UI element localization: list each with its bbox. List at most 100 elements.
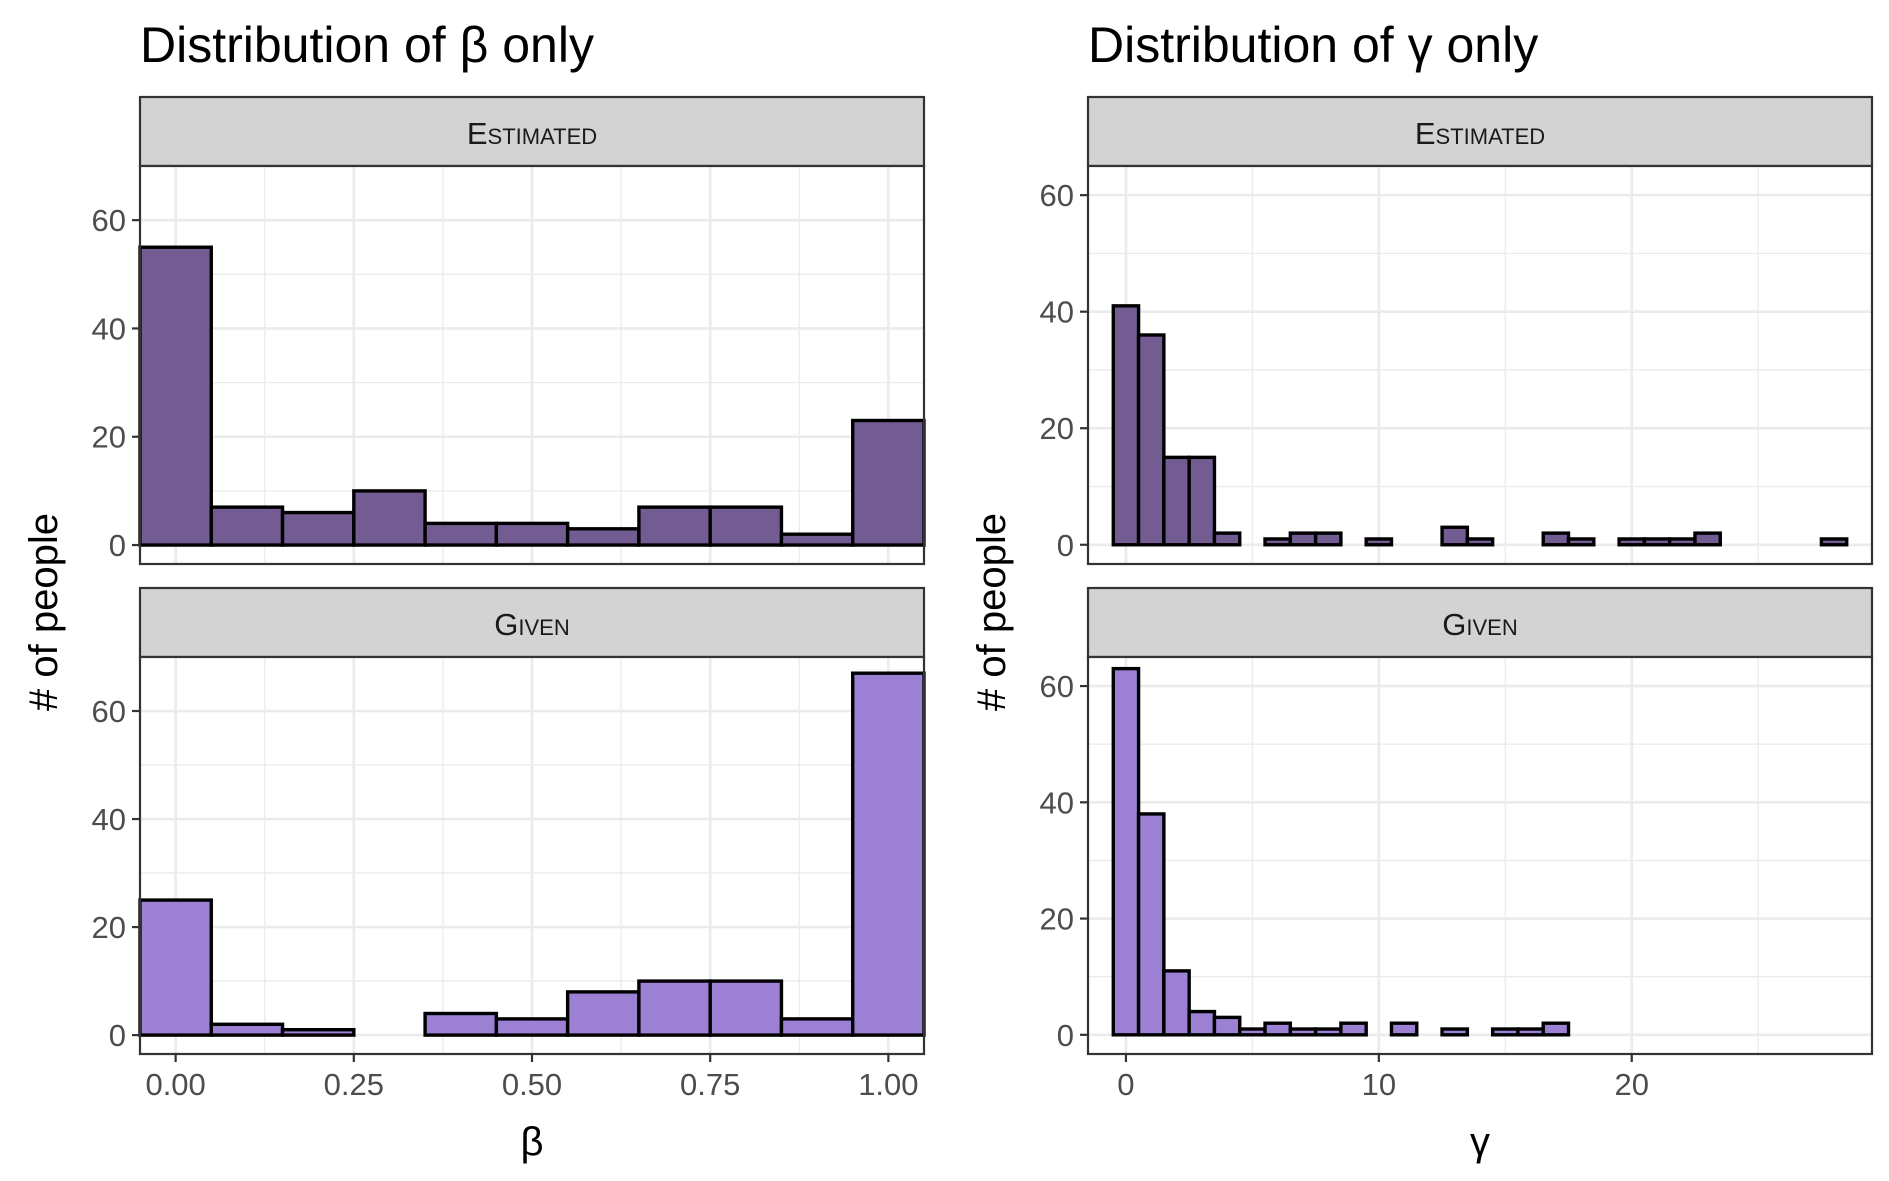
y-tick-label: 40 (1040, 785, 1074, 820)
beta-estimated-panel-border (138, 164, 926, 566)
beta-given-strip (138, 586, 926, 659)
y-tick-label: 20 (1040, 411, 1074, 446)
histogram-bar (637, 505, 712, 547)
beta-estimated-strip (138, 95, 926, 168)
histogram-bar (1212, 531, 1242, 547)
gamma-y-axis-label: # of people (970, 513, 1014, 711)
histogram-bar (1541, 1021, 1571, 1037)
gamma-estimated-strip (1086, 95, 1874, 168)
beta-estimated-panel: Estimated 0 20 40 60 (92, 95, 926, 566)
y-tick-label: 40 (1040, 295, 1074, 330)
beta-chart-title: Distribution of β only (140, 17, 594, 73)
beta-given-strip-label: Given (494, 607, 569, 642)
x-tick-label: 0.00 (145, 1067, 205, 1102)
histogram-bar (280, 510, 356, 547)
gamma-given-panel-border (1086, 655, 1874, 1056)
x-tick-label: 10 (1362, 1067, 1396, 1102)
y-tick-label: 20 (1040, 902, 1074, 937)
gamma-estimated-bars (1111, 304, 1849, 547)
histogram-bar (1111, 304, 1141, 547)
histogram-bar (1465, 537, 1495, 547)
histogram-bar (1516, 1027, 1545, 1037)
y-tick-label: 40 (92, 802, 126, 837)
histogram-bar (423, 1011, 499, 1037)
x-tick-label: 0.50 (502, 1067, 562, 1102)
gamma-estimated-panel-border (1086, 164, 1874, 566)
y-tick-label: 20 (92, 420, 126, 455)
y-tick-label: 20 (92, 910, 126, 945)
beta-x-axis-label: β (520, 1120, 543, 1164)
histogram-bar (565, 527, 641, 547)
histogram-bar (1263, 537, 1293, 547)
histogram-bar (1288, 531, 1318, 547)
beta-chart: Distribution of β only # of people β Est… (22, 17, 926, 1164)
histogram-bar (1490, 1027, 1520, 1037)
histogram-bar (1642, 537, 1672, 547)
histogram-bar (209, 505, 285, 547)
histogram-bar (1313, 531, 1343, 547)
gamma-given-bars (1111, 666, 1571, 1037)
y-tick-label: 0 (1057, 1018, 1074, 1053)
histogram-bar (1238, 1027, 1267, 1037)
gamma-estimated-strip-label: Estimated (1415, 116, 1545, 151)
histogram-bar (1136, 333, 1166, 547)
histogram-bar (423, 521, 499, 547)
y-tick-label: 60 (92, 694, 126, 729)
y-tick-label: 0 (1057, 528, 1074, 563)
histogram-bar (1111, 666, 1141, 1037)
histogram-bar (1389, 1021, 1419, 1037)
histogram-bar (1136, 812, 1166, 1037)
histogram-bar (138, 245, 213, 547)
histogram-bar (779, 1017, 855, 1037)
histogram-bar (1187, 455, 1217, 547)
x-tick-label: 0.25 (324, 1067, 384, 1102)
histogram-bar (1212, 1015, 1242, 1037)
histogram-bar (1819, 537, 1849, 547)
histogram-bar (1667, 537, 1697, 547)
beta-estimated-bars (138, 245, 926, 547)
x-tick-label: 20 (1614, 1067, 1648, 1102)
histogram-bar (1440, 1027, 1470, 1037)
histogram-bar (1566, 537, 1596, 547)
histogram-bar (1364, 537, 1394, 547)
histogram-bar (1263, 1021, 1293, 1037)
y-tick-label: 60 (1040, 178, 1074, 213)
gamma-estimated-y-axis: 0 20 40 60 (1040, 178, 1088, 563)
histogram-bar (565, 990, 641, 1037)
histogram-bar (1313, 1027, 1343, 1037)
histogram-bar (1440, 525, 1470, 547)
x-tick-label: 1.00 (858, 1067, 918, 1102)
histogram-bar (1162, 969, 1191, 1037)
y-tick-label: 60 (1040, 669, 1074, 704)
histogram-bar (637, 979, 712, 1037)
histogram-bar (779, 532, 855, 547)
beta-x-axis: 0.00 0.25 0.50 0.75 1.00 (145, 1054, 919, 1102)
histogram-bar (1162, 455, 1191, 547)
beta-y-axis-label: # of people (22, 513, 66, 711)
histogram-bar (708, 979, 784, 1037)
histogram-bar (494, 521, 570, 547)
beta-given-bars (138, 671, 926, 1037)
gamma-given-grid (1088, 657, 1872, 1054)
gamma-given-panel: Given 0 20 40 60 0 10 20 (1040, 586, 1874, 1102)
x-tick-label: 0.75 (680, 1067, 740, 1102)
beta-given-y-axis: 0 20 40 60 (92, 694, 140, 1053)
beta-given-panel: Given 0 20 40 60 0.00 0.25 0.50 0.75 1.00 (92, 586, 926, 1102)
y-tick-label: 40 (92, 311, 126, 346)
histogram-bar (1187, 1009, 1217, 1037)
beta-estimated-y-axis: 0 20 40 60 (92, 203, 140, 563)
histogram-bar (1339, 1021, 1368, 1037)
histogram-bar (209, 1022, 285, 1037)
histogram-bar (494, 1017, 570, 1037)
histogram-bar (1288, 1027, 1318, 1037)
beta-estimated-strip-label: Estimated (467, 116, 597, 151)
y-tick-label: 60 (92, 203, 126, 238)
histogram-bar (280, 1027, 356, 1037)
gamma-estimated-panel: Estimated 0 20 40 60 (1040, 95, 1874, 566)
histogram-bar (138, 898, 213, 1037)
gamma-chart-title: Distribution of γ only (1088, 17, 1538, 73)
histogram-bar (1693, 531, 1722, 547)
gamma-given-strip (1086, 586, 1874, 659)
gamma-given-strip-label: Given (1442, 607, 1517, 642)
